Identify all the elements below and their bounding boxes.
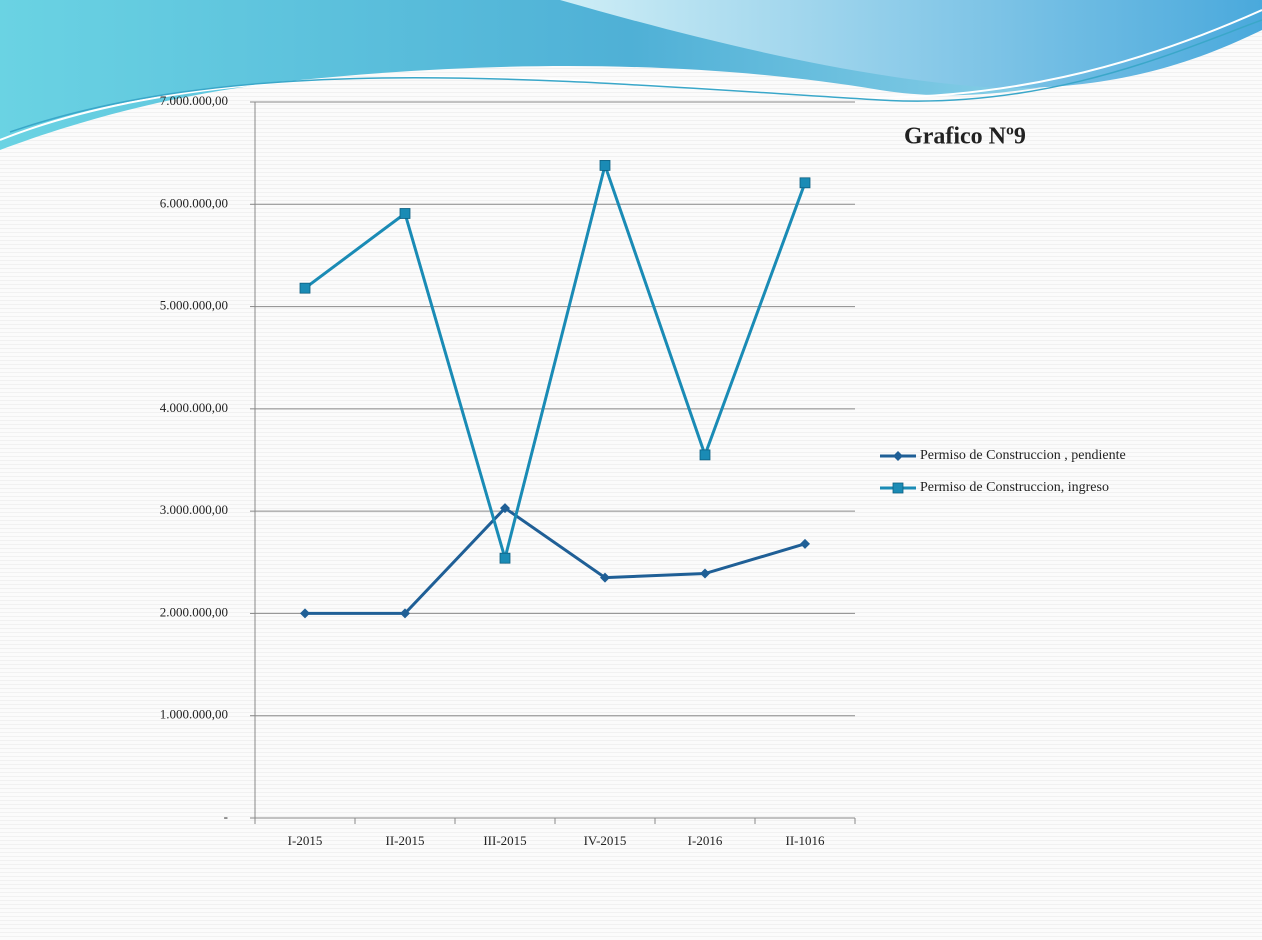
- data-point: [299, 282, 311, 294]
- x-tick-label: I-2015: [288, 833, 323, 848]
- data-point: [400, 608, 410, 619]
- x-tick-label: II-2015: [386, 833, 425, 848]
- data-point: [600, 572, 610, 583]
- y-tick-label: -: [224, 809, 228, 824]
- data-point: [500, 503, 510, 514]
- data-point: [799, 177, 811, 189]
- y-tick-label: 6.000.000,00: [160, 195, 228, 210]
- legend-marker: [892, 482, 904, 494]
- data-point: [800, 538, 810, 549]
- data-point: [699, 449, 711, 461]
- y-tick-label: 2.000.000,00: [160, 604, 228, 619]
- x-tick-label: II-1016: [786, 833, 825, 848]
- y-tick-label: 7.000.000,00: [160, 93, 228, 108]
- data-point: [700, 568, 710, 579]
- wave-line: [9, 19, 1262, 133]
- header-wave-light: [560, 0, 1262, 89]
- data-point: [300, 608, 310, 619]
- y-tick-label: 1.000.000,00: [160, 707, 228, 722]
- wave-line: [0, 9, 1262, 141]
- data-point: [599, 160, 611, 171]
- data-point: [499, 552, 511, 564]
- legend-label: Permiso de Construccion, ingreso: [920, 480, 1109, 495]
- y-tick-label: 5.000.000,00: [160, 298, 228, 313]
- legend-label: Permiso de Construccion , pendiente: [920, 448, 1126, 463]
- legend-marker: [893, 451, 903, 461]
- data-point: [399, 208, 411, 219]
- x-tick-label: I-2016: [688, 833, 723, 848]
- y-tick-label: 4.000.000,00: [160, 400, 228, 415]
- x-tick-label: IV-2015: [584, 833, 627, 848]
- chart-title: Grafico Nº9: [904, 124, 1026, 150]
- series-line: [304, 160, 807, 564]
- series-line: [305, 506, 806, 615]
- y-tick-label: 3.000.000,00: [160, 502, 228, 517]
- x-tick-label: III-2015: [483, 833, 526, 848]
